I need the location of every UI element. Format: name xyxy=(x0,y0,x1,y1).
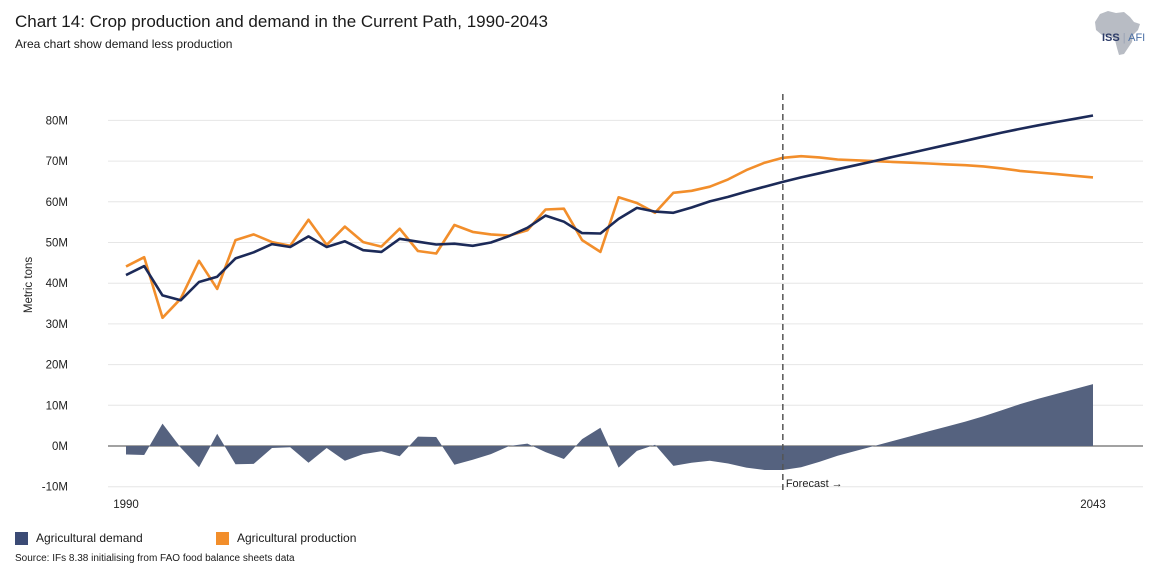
y-tick-label: 70M xyxy=(46,156,68,168)
y-tick-label: 50M xyxy=(46,238,68,250)
legend-item-demand: Agricultural demand xyxy=(15,531,143,545)
legend-swatch-production xyxy=(216,531,229,545)
y-tick-label: 30M xyxy=(46,319,68,331)
y-tick-label: 0M xyxy=(52,441,68,453)
source-note: Source: IFs 8.38 initialising from FAO f… xyxy=(15,553,295,564)
crop-production-demand-chart: -10M 0M 10M 20M 30M 40M 50M 60M 70M 80M Metric ton… xyxy=(23,94,1143,511)
chart-subtitle: Area chart show demand less production xyxy=(15,37,233,51)
demand-line xyxy=(125,114,1094,302)
production-line xyxy=(125,154,1094,320)
y-axis-label: Metric tons xyxy=(23,257,35,313)
y-tick-label: 60M xyxy=(46,197,68,209)
legend-item-production: Agricultural production xyxy=(216,531,356,545)
iss-afi-logo: ISS | AFI xyxy=(1102,32,1146,44)
x-tick-label-end: 2043 xyxy=(1080,499,1106,511)
legend-label-demand: Agricultural demand xyxy=(36,531,143,545)
legend-label-production: Agricultural production xyxy=(237,531,357,545)
y-tick-label: 40M xyxy=(46,278,68,290)
y-tick-label: 20M xyxy=(46,360,68,372)
chart-title: Chart 14: Crop production and demand in … xyxy=(15,12,549,31)
forecast-label: Forecast → xyxy=(786,478,843,490)
x-tick-label-start: 1990 xyxy=(113,499,139,511)
y-tick-label: 10M xyxy=(46,400,68,412)
demand-less-production-area xyxy=(126,384,1093,470)
y-tick-label: 80M xyxy=(46,115,68,127)
africa-map-logo-icon xyxy=(1095,11,1140,55)
y-tick-label: -10M xyxy=(42,482,68,494)
legend-swatch-demand xyxy=(15,531,28,545)
